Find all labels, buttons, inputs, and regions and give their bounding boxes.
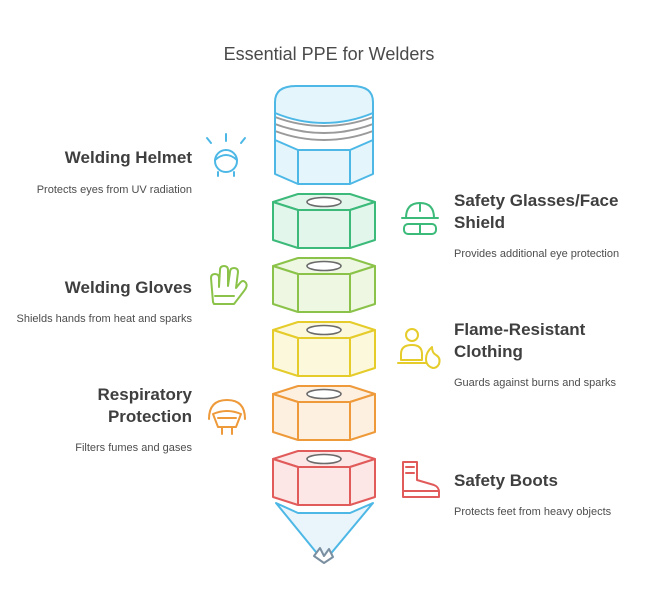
welding-helmet-icon	[206, 133, 246, 177]
desc-respiratory: Filters fumes and gases	[75, 442, 192, 454]
desc-safety-boots: Protects feet from heavy objects	[454, 506, 612, 518]
glove-icon	[210, 265, 248, 305]
label-safety-glasses: Safety Glasses/Face Shield	[454, 191, 619, 232]
label-safety-boots: Safety Boots	[454, 471, 558, 490]
label-flame-resistant: Flame-Resistant Clothing	[454, 320, 586, 361]
desc-welding-gloves: Shields hands from heat and sparks	[16, 313, 193, 325]
desc-welding-helmet: Protects eyes from UV radiation	[36, 184, 192, 196]
boot-icon	[402, 461, 440, 498]
respirator-icon	[208, 399, 246, 435]
tower-tip	[275, 502, 374, 564]
tower-segment-safety-glasses	[272, 193, 376, 249]
hard-hat-goggles-icon	[401, 202, 439, 235]
flame-person-icon	[397, 328, 441, 369]
tower-segment-flame-resistant	[272, 321, 376, 377]
desc-safety-glasses: Provides additional eye protection	[454, 248, 620, 260]
label-welding-helmet: Welding Helmet	[64, 148, 192, 167]
tower-segment-respiratory	[272, 385, 376, 441]
tower-segment-welding-helmet	[274, 85, 374, 185]
tower-segment-welding-gloves	[272, 257, 376, 313]
tower-segment-safety-boots	[272, 450, 376, 506]
label-welding-gloves: Welding Gloves	[64, 278, 192, 297]
diagram-title: Essential PPE for Welders	[223, 44, 435, 64]
label-respiratory: Respiratory Protection	[97, 385, 192, 426]
desc-flame-resistant: Guards against burns and sparks	[454, 377, 617, 389]
